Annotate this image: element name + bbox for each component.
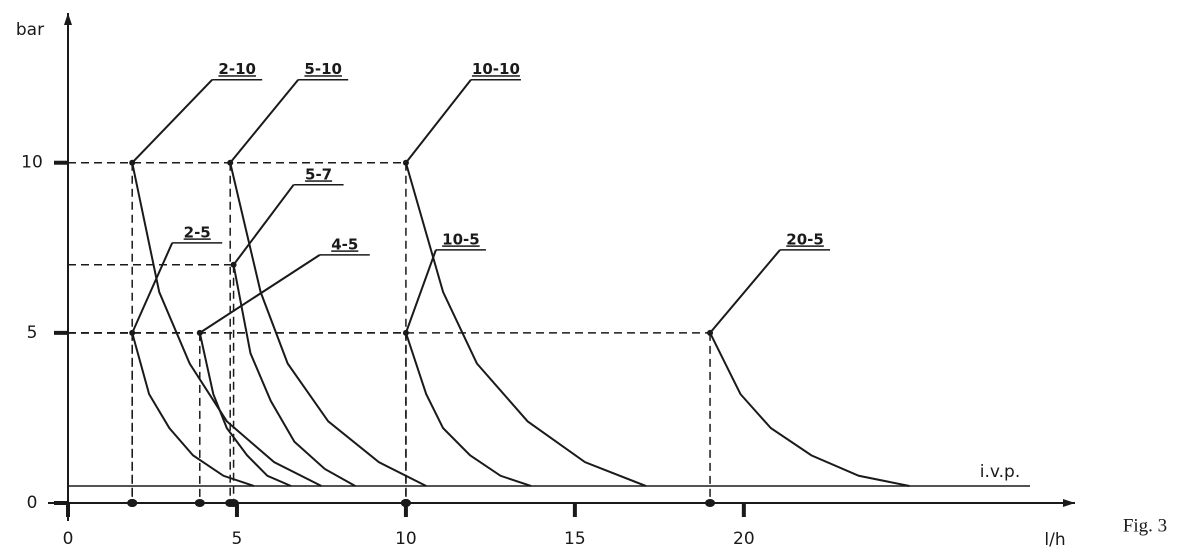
series-label: 20-5 xyxy=(786,230,824,248)
y-axis-arrow xyxy=(64,13,72,25)
curve xyxy=(404,332,532,487)
leader xyxy=(131,79,213,164)
x-tick-label: 15 xyxy=(564,529,586,549)
leader xyxy=(709,249,781,334)
y-axis-label: bar xyxy=(16,20,44,40)
curve xyxy=(131,332,255,487)
y-tick-label: 10 xyxy=(21,153,43,173)
curve xyxy=(404,162,647,487)
x-axis-arrow xyxy=(1063,499,1075,507)
leader xyxy=(232,184,295,266)
x-tick-label: 20 xyxy=(733,529,755,549)
curve xyxy=(232,264,356,487)
curve xyxy=(229,162,427,487)
x-axis-label: l/h xyxy=(1044,530,1065,550)
series-label: 5-10 xyxy=(304,60,342,78)
series-label: 5-7 xyxy=(305,165,332,183)
axis-dot xyxy=(400,499,411,507)
reference-label: i.v.p. xyxy=(980,462,1020,482)
axis-dot xyxy=(127,499,138,507)
series-label: 2-10 xyxy=(218,60,256,78)
axis-dot xyxy=(705,499,716,507)
leader xyxy=(404,249,437,334)
series-label: 4-5 xyxy=(331,235,358,253)
series-label: 10-5 xyxy=(442,230,480,248)
y-tick-label: 0 xyxy=(27,493,38,513)
x-tick-label: 10 xyxy=(395,529,417,549)
curve xyxy=(709,332,910,487)
leader xyxy=(199,254,321,334)
figure-label: Fig. 3 xyxy=(1123,515,1167,536)
x-tick-label: 0 xyxy=(63,529,74,549)
series-label: 2-5 xyxy=(184,223,211,241)
leader xyxy=(229,79,299,164)
x-tick-label: 5 xyxy=(232,529,243,549)
series-label: 10-10 xyxy=(472,60,520,78)
axis-dot xyxy=(194,499,205,507)
curve xyxy=(131,162,322,487)
curve xyxy=(198,332,292,487)
axis-dot xyxy=(228,499,239,507)
leader xyxy=(405,79,472,164)
leader xyxy=(131,242,174,334)
y-tick-label: 5 xyxy=(27,323,38,343)
